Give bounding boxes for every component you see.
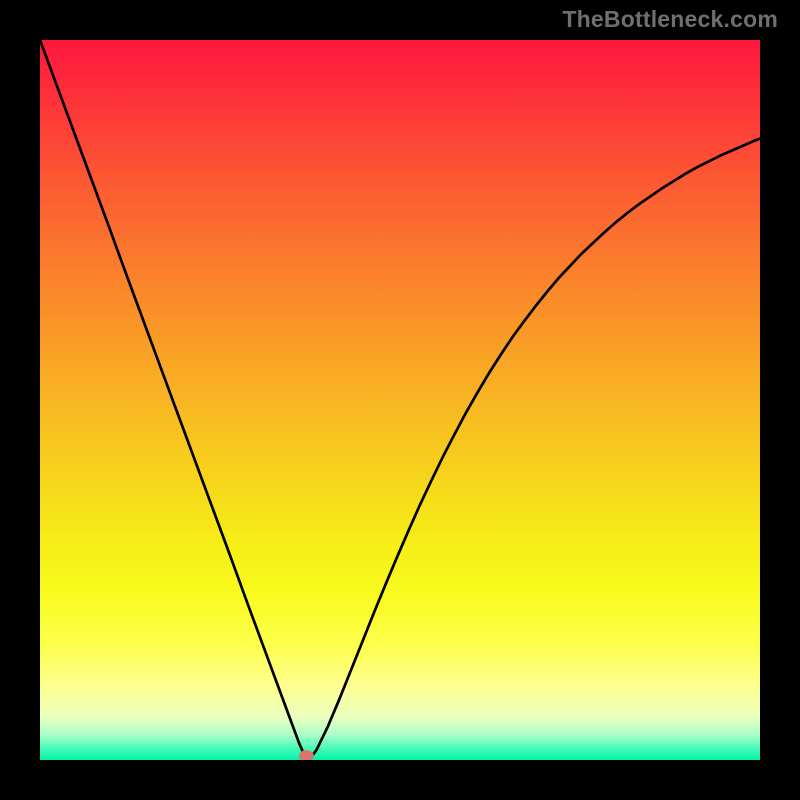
plot-area bbox=[40, 40, 760, 760]
optimum-marker bbox=[299, 751, 313, 760]
gradient-background bbox=[40, 40, 760, 760]
chart-frame: TheBottleneck.com bbox=[0, 0, 800, 800]
plot-svg bbox=[40, 40, 760, 760]
watermark-text: TheBottleneck.com bbox=[562, 6, 778, 33]
